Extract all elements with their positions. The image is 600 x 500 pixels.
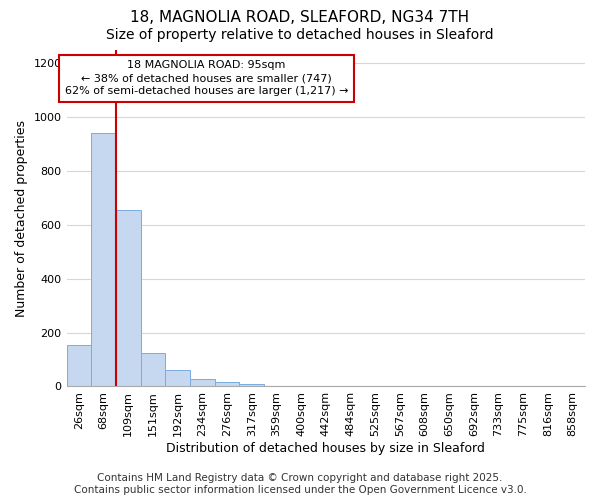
Bar (165, 370, 190, 386)
Bar (239, 384, 264, 386)
Y-axis label: Number of detached properties: Number of detached properties (15, 120, 28, 316)
Bar (67, 344, 91, 387)
X-axis label: Distribution of detached houses by size in Sleaford: Distribution of detached houses by size … (166, 442, 485, 455)
Text: Size of property relative to detached houses in Sleaford: Size of property relative to detached ho… (106, 28, 494, 42)
Text: 18, MAGNOLIA ROAD, SLEAFORD, NG34 7TH: 18, MAGNOLIA ROAD, SLEAFORD, NG34 7TH (130, 10, 470, 25)
Bar (190, 379, 215, 386)
Bar (215, 382, 239, 386)
Bar (91, 134, 116, 386)
Text: Contains HM Land Registry data © Crown copyright and database right 2025.
Contai: Contains HM Land Registry data © Crown c… (74, 474, 526, 495)
Bar (140, 353, 165, 386)
Text: 18 MAGNOLIA ROAD: 95sqm
← 38% of detached houses are smaller (747)
62% of semi-d: 18 MAGNOLIA ROAD: 95sqm ← 38% of detache… (65, 60, 348, 96)
Bar (116, 210, 140, 386)
